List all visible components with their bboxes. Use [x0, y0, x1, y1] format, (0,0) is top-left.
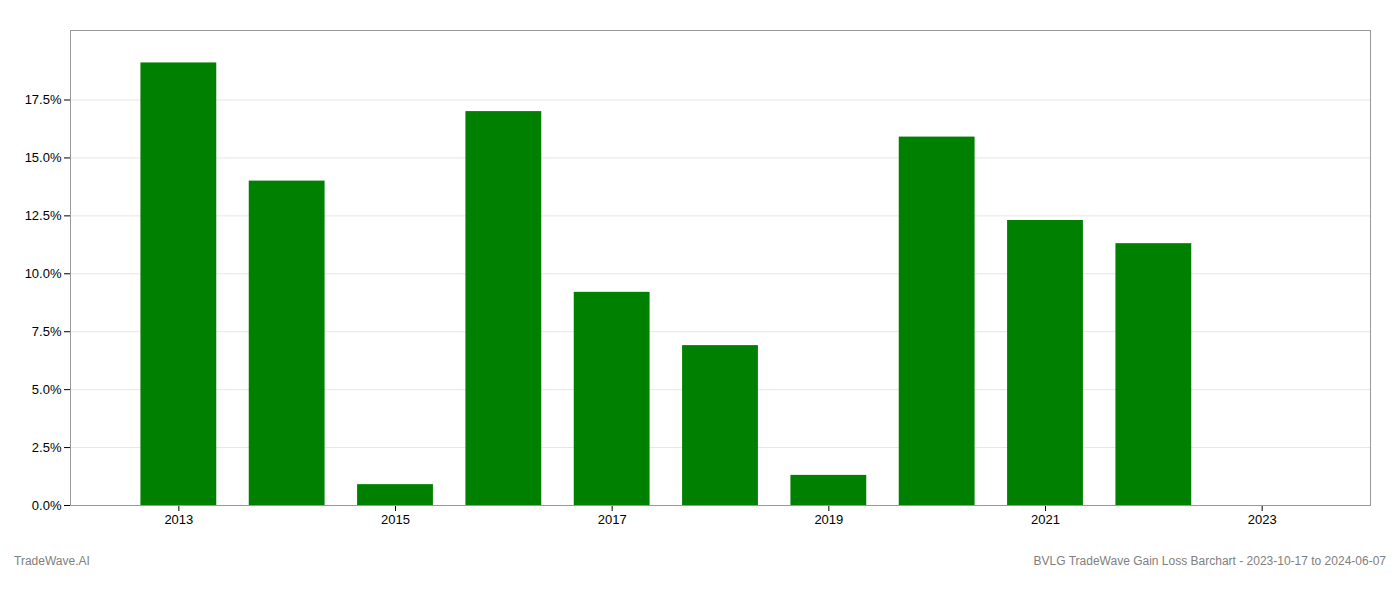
svg-text:2013: 2013	[164, 512, 193, 527]
svg-text:12.5%: 12.5%	[25, 208, 62, 223]
svg-text:0.0%: 0.0%	[32, 498, 62, 513]
svg-text:2019: 2019	[814, 512, 843, 527]
svg-text:7.5%: 7.5%	[32, 324, 62, 339]
svg-text:2.5%: 2.5%	[32, 440, 62, 455]
svg-text:2023: 2023	[1248, 512, 1277, 527]
svg-text:2015: 2015	[381, 512, 410, 527]
html-text:TradeWave.AI: TradeWave.AI	[14, 554, 90, 568]
svg-text:10.0%: 10.0%	[25, 266, 62, 281]
svg-text:2017: 2017	[598, 512, 627, 527]
svg-text:2021: 2021	[1031, 512, 1060, 527]
svg-text:15.0%: 15.0%	[25, 150, 62, 165]
svg-text:17.5%: 17.5%	[25, 92, 62, 107]
html-text:BVLG TradeWave Gain Loss Barch: BVLG TradeWave Gain Loss Barchart - 2023…	[1033, 554, 1386, 568]
svg-text:5.0%: 5.0%	[32, 382, 62, 397]
